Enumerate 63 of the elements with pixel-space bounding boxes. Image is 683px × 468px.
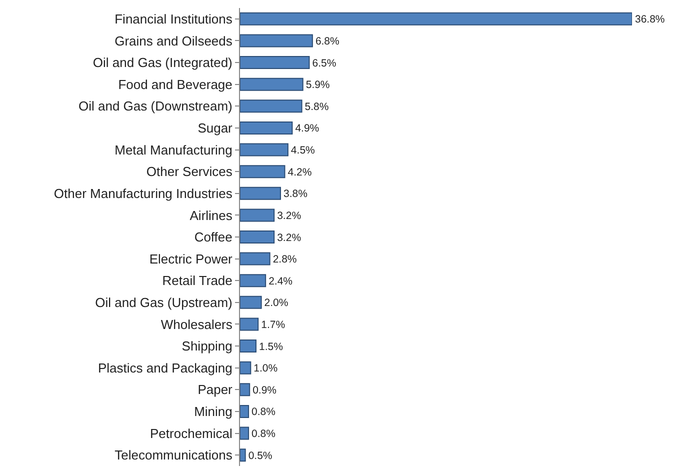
y-tick-label: Other Manufacturing Industries [54,186,233,201]
bar [240,404,250,418]
y-tick-label: Coffee [194,230,232,245]
y-tick-label: Food and Beverage [118,76,232,92]
bar [240,165,286,178]
data-label: 0.8% [252,407,276,418]
data-label: 36.8% [635,14,665,26]
y-tick-label: Grains and Oilseeds [114,33,233,48]
data-label: 3.8% [283,188,308,200]
data-label: 0.8% [252,429,276,440]
y-tick-label: Petrochemical [150,426,233,441]
data-label: 4.9% [295,122,320,135]
data-label: 5.9% [306,80,330,92]
data-label: 2.0% [264,297,288,310]
data-label: 6.5% [312,58,336,70]
bar [240,296,262,309]
bar [240,361,252,374]
data-label: 6.8% [315,36,340,48]
y-tick-label: Mining [194,404,232,420]
bar [240,383,250,396]
y-tick-label: Oil and Gas (Integrated) [92,55,232,70]
y-tick-label: Electric Power [149,251,234,266]
bar [240,208,275,222]
data-label: 1.5% [258,340,283,353]
y-tick-label: Retail Trade [162,273,232,288]
y-tick-label: Other Services [146,164,233,180]
y-tick-label: Financial Institutions [114,11,233,26]
data-label: 1.7% [261,318,286,331]
bar [240,448,246,462]
bar [240,56,310,70]
data-label: 4.2% [288,166,312,178]
data-label: 5.8% [304,102,329,113]
data-label: 2.4% [268,275,293,288]
bar [240,426,250,440]
y-tick-label: Telecommunications [114,448,233,463]
y-tick-label: Airlines [190,208,233,223]
y-tick-label: Shipping [182,338,232,354]
y-tick-label: Plastics and Packaging [98,360,232,376]
y-tick-label: Metal Manufacturing [114,142,232,158]
bar [240,12,632,26]
y-tick-label: Oil and Gas (Upstream) [95,294,232,310]
bar [240,78,304,91]
bar [240,121,293,134]
bar [240,252,270,266]
bar [240,230,275,244]
data-label: 0.5% [248,450,272,462]
data-label: 3.2% [277,232,302,244]
y-tick-label: Oil and Gas (Downstream) [78,98,232,114]
y-tick-label: Sugar [198,120,234,136]
data-label: 0.9% [252,385,277,396]
data-label: 2.8% [272,254,297,266]
y-tick-label: Wholesalers [160,316,233,332]
bar [240,143,288,156]
bar [240,318,259,331]
bar [240,34,313,48]
bar [240,186,281,200]
bar [240,274,266,288]
data-label: 4.5% [290,144,315,157]
y-tick-label: Paper [198,382,234,398]
bar [240,340,256,353]
bar [240,100,302,113]
data-label: 1.0% [254,364,278,375]
data-label: 3.2% [277,210,302,222]
